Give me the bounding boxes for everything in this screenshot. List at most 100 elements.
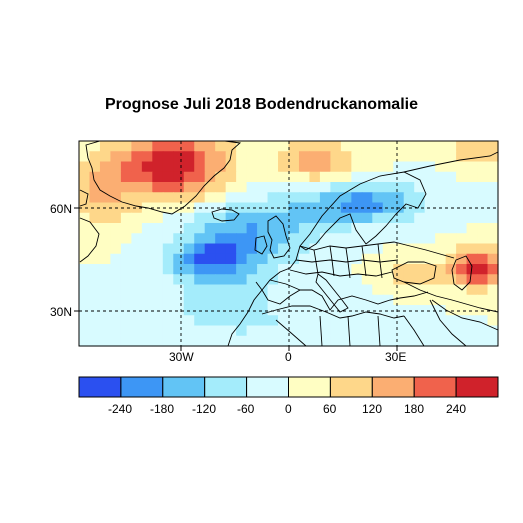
anomaly-cell	[330, 202, 342, 214]
anomaly-cell	[278, 141, 290, 152]
anomaly-cell	[309, 151, 321, 163]
anomaly-cell	[246, 305, 258, 316]
anomaly-cell	[403, 141, 415, 152]
anomaly-cell	[361, 192, 373, 204]
anomaly-cell	[215, 182, 227, 193]
anomaly-cell	[267, 315, 279, 327]
anomaly-cell	[288, 274, 300, 286]
anomaly-cell	[477, 335, 489, 347]
anomaly-cell	[79, 151, 91, 163]
anomaly-cell	[110, 182, 122, 193]
anomaly-cell	[267, 141, 279, 152]
anomaly-cell	[79, 161, 91, 173]
anomaly-cell	[204, 264, 216, 275]
anomaly-cell	[330, 264, 342, 275]
lon-label-30e: 30E	[385, 350, 407, 364]
anomaly-cell	[204, 335, 216, 347]
anomaly-cell	[477, 212, 489, 224]
anomaly-cell	[477, 182, 489, 193]
anomaly-cell	[110, 284, 122, 296]
anomaly-cell	[204, 171, 216, 183]
anomaly-cell	[204, 274, 216, 286]
anomaly-cell	[278, 171, 290, 183]
anomaly-cell	[79, 264, 91, 275]
anomaly-cell	[288, 171, 300, 183]
anomaly-cell	[99, 182, 112, 193]
anomaly-cell	[361, 253, 373, 265]
anomaly-cell	[204, 325, 216, 337]
anomaly-cell	[340, 151, 352, 163]
anomaly-cell	[131, 315, 143, 327]
anomaly-cell	[319, 233, 331, 245]
anomaly-cell	[456, 182, 468, 193]
anomaly-cell	[141, 192, 153, 204]
anomaly-cell	[246, 161, 258, 173]
anomaly-cell	[340, 284, 352, 296]
anomaly-cell	[194, 243, 206, 255]
anomaly-cell	[361, 335, 373, 347]
anomaly-cell	[477, 284, 489, 296]
anomaly-cell	[194, 284, 206, 296]
anomaly-cell	[89, 305, 101, 316]
anomaly-cell	[225, 233, 237, 245]
anomaly-cell	[288, 294, 300, 306]
anomaly-cell	[162, 141, 174, 152]
anomaly-cell	[120, 243, 132, 255]
anomaly-cell	[372, 325, 384, 337]
anomaly-cell	[330, 182, 342, 193]
anomaly-cell	[288, 233, 300, 245]
anomaly-cell	[183, 151, 195, 163]
anomaly-cell	[236, 315, 248, 327]
anomaly-cell	[110, 294, 122, 306]
anomaly-cell	[351, 315, 363, 327]
anomaly-cell	[309, 264, 321, 275]
anomaly-cell	[393, 233, 405, 245]
anomaly-cell	[141, 315, 153, 327]
anomaly-cell	[131, 335, 143, 347]
anomaly-cell	[152, 141, 164, 152]
anomaly-cell	[393, 151, 405, 163]
anomaly-cell	[120, 305, 132, 316]
anomaly-cell	[288, 335, 300, 347]
anomaly-cell	[298, 223, 311, 234]
anomaly-cell	[99, 335, 112, 347]
anomaly-cell	[141, 274, 153, 286]
anomaly-cell	[424, 253, 436, 265]
anomaly-cell	[466, 305, 478, 316]
anomaly-cell	[173, 182, 185, 193]
anomaly-cell	[372, 212, 384, 224]
anomaly-cell	[487, 171, 499, 183]
anomaly-cell	[361, 315, 373, 327]
anomaly-cell	[466, 274, 478, 286]
anomaly-cell	[414, 325, 426, 337]
anomaly-cell	[110, 243, 122, 255]
anomaly-cell	[152, 233, 164, 245]
anomaly-cell	[99, 243, 112, 255]
anomaly-cell	[319, 141, 331, 152]
anomaly-cell	[393, 212, 405, 224]
anomaly-cell	[445, 223, 457, 234]
anomaly-cell	[372, 161, 384, 173]
anomaly-cell	[79, 284, 91, 296]
anomaly-cell	[89, 182, 101, 193]
lat-label-30n: 30N	[50, 305, 73, 319]
anomaly-cell	[340, 171, 352, 183]
anomaly-cell	[99, 264, 112, 275]
anomaly-cell	[120, 192, 132, 204]
anomaly-cell	[236, 161, 248, 173]
anomaly-cell	[183, 315, 195, 327]
anomaly-cell	[351, 274, 363, 286]
anomaly-cell	[79, 325, 91, 337]
anomaly-cell	[99, 141, 112, 152]
anomaly-cell	[257, 325, 269, 337]
anomaly-cell	[351, 233, 363, 245]
anomaly-cell	[403, 264, 415, 275]
colorbar-tick-label: -120	[192, 402, 217, 416]
anomaly-cell	[487, 223, 499, 234]
anomaly-cell	[435, 284, 447, 296]
anomaly-cell	[278, 274, 290, 286]
anomaly-cell	[361, 182, 373, 193]
anomaly-cell	[361, 305, 373, 316]
anomaly-cell	[330, 223, 342, 234]
anomaly-cell	[351, 284, 363, 296]
